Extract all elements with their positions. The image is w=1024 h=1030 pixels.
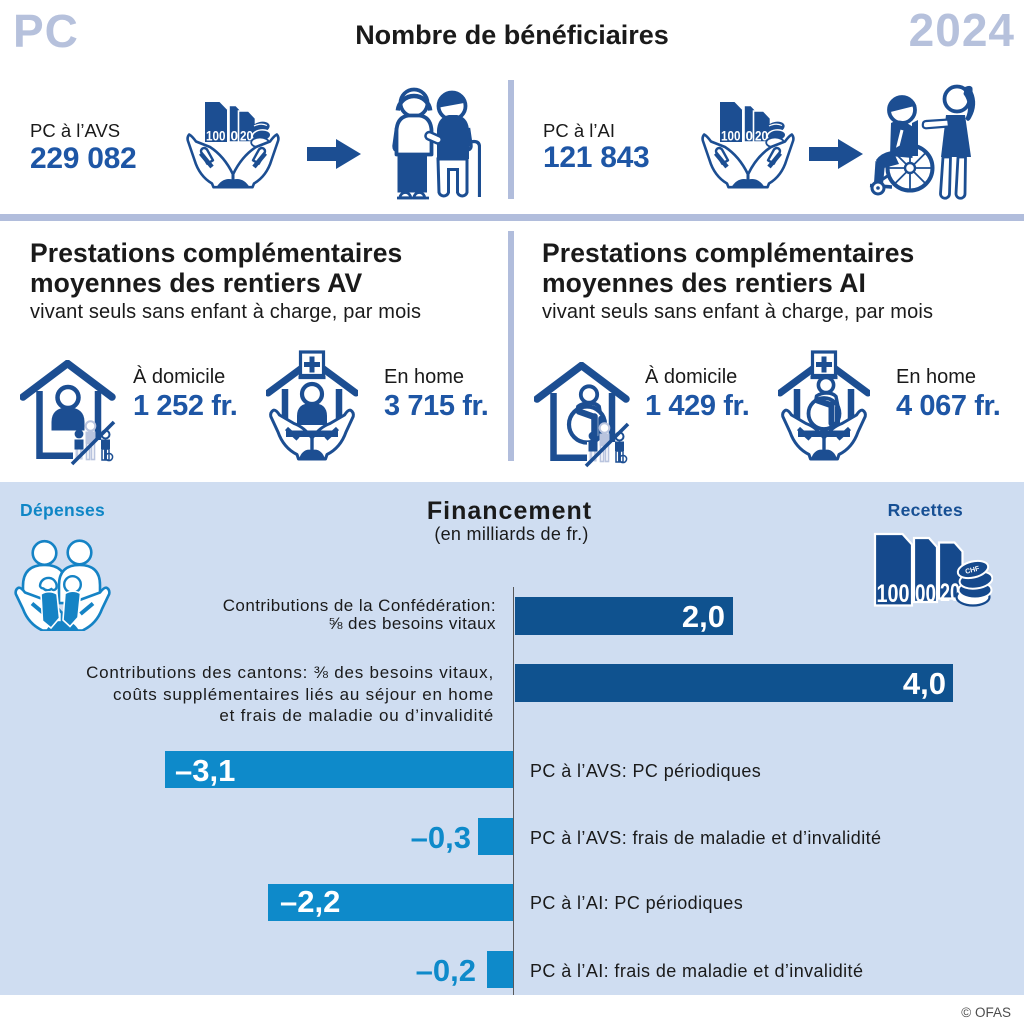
- svg-text:100: 100: [721, 129, 741, 144]
- svg-text:20: 20: [940, 579, 960, 607]
- svg-text:0: 0: [746, 129, 754, 144]
- svg-text:CHF: CHF: [965, 565, 981, 575]
- svg-text:100: 100: [877, 580, 910, 608]
- svg-text:100: 100: [206, 129, 226, 144]
- svg-text:00: 00: [915, 580, 936, 608]
- svg-text:20: 20: [240, 129, 253, 144]
- svg-text:0: 0: [231, 129, 239, 144]
- svg-text:20: 20: [755, 129, 768, 144]
